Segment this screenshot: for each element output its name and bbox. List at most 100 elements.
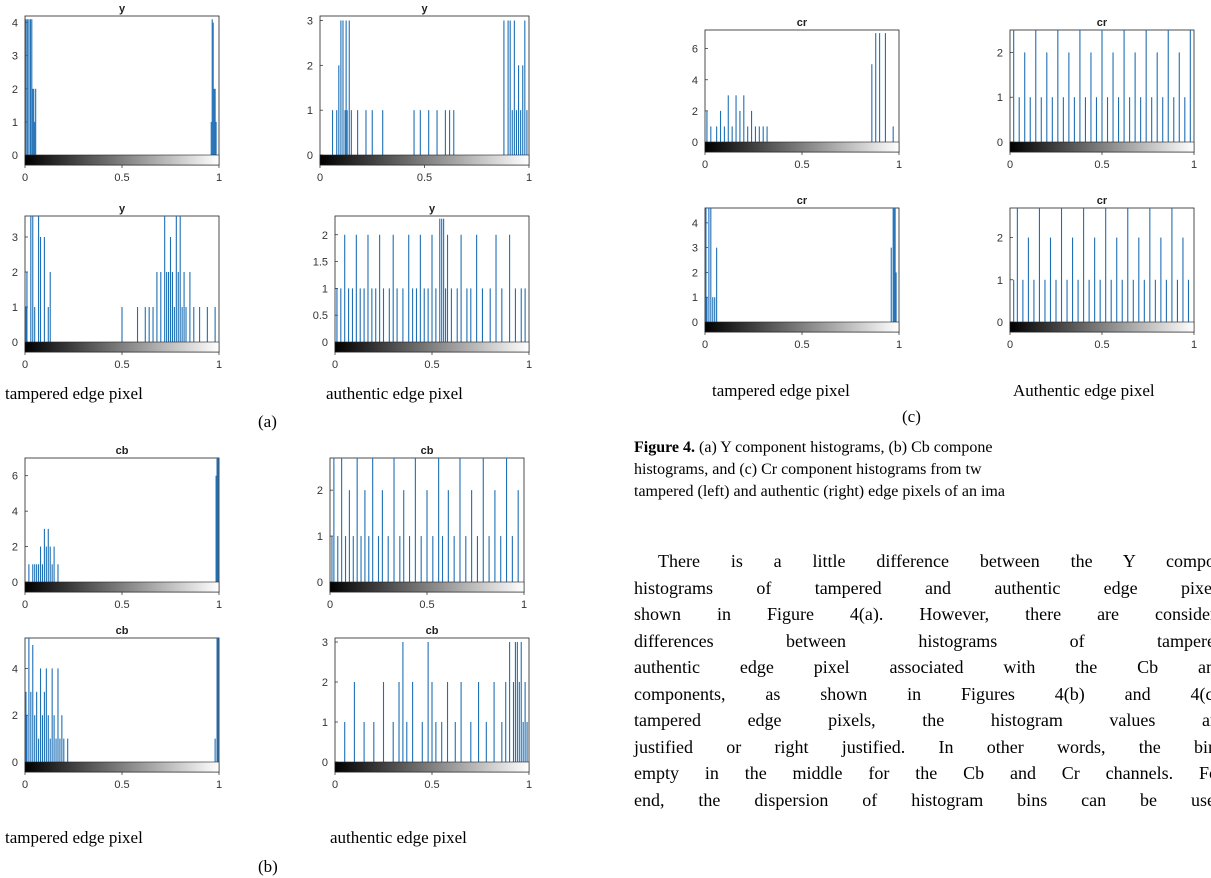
figure-caption-line: tampered (left) and authentic (right) ed… — [634, 481, 1211, 503]
histogram-svg: y 0 1 2 3 0 0.5 1 — [12, 203, 222, 371]
colorbar — [24, 154, 220, 166]
histogram-cb-tampered-1: cb 0 2 4 6 0 0.5 1 — [0, 442, 225, 622]
caption-a-left: tampered edge pixel — [5, 384, 143, 403]
colorbar — [704, 141, 900, 153]
x-tick-label: 0.5 — [114, 172, 129, 184]
colorbar — [24, 581, 220, 593]
x-tick-label: 1 — [526, 779, 532, 791]
y-tick-label: 4 — [12, 663, 18, 675]
caption-a-right: authentic edge pixel — [326, 384, 463, 403]
x-tick-label: 0 — [317, 172, 323, 184]
x-tick-label: 0.5 — [1094, 159, 1109, 171]
colorbar — [1009, 321, 1195, 333]
x-tick-label: 1 — [526, 359, 532, 371]
colorbar — [319, 154, 530, 166]
x-tick-label: 1 — [216, 172, 222, 184]
x-tick-label: 1 — [896, 339, 902, 351]
y-tick-label: 3 — [12, 232, 18, 244]
plot-title: cr — [1097, 195, 1108, 207]
y-tick-label: 0 — [322, 337, 328, 349]
y-tick-label: 2 — [12, 542, 18, 554]
y-tick-label: 2 — [997, 47, 1003, 59]
histogram-svg: y 0 0.5 1 1.5 2 0 0.5 1 — [313, 203, 532, 371]
body-line: end, the dispersion of histogram bins ca… — [634, 789, 1211, 810]
caption-c-right: Authentic edge pixel — [1013, 381, 1155, 400]
panel-label-a: (a) — [258, 412, 277, 431]
histogram-svg: cb 0 1 2 0 0.5 1 — [317, 445, 527, 611]
y-tick-label: 0 — [12, 150, 18, 162]
y-tick-label: 1 — [997, 275, 1003, 287]
y-tick-label: 1 — [317, 531, 323, 543]
body-paragraph: There is a little difference between the… — [634, 548, 1211, 813]
histogram-cb-authentic-1: cb 0 1 2 0 0.5 1 — [305, 442, 530, 622]
body-line: shown in Figure 4(a). However, there are… — [634, 604, 1211, 624]
x-tick-label: 0 — [22, 779, 28, 791]
body-line: histograms of tampered and authentic edg… — [634, 577, 1211, 598]
x-tick-label: 0.5 — [417, 172, 432, 184]
figure-caption: Figure 4. (a) Y component histograms, (b… — [634, 437, 1211, 503]
x-tick-label: 1 — [521, 599, 527, 611]
colorbar — [24, 341, 220, 353]
x-tick-label: 1 — [896, 159, 902, 171]
histogram-svg: y 0 1 2 3 0 0.5 1 — [307, 3, 532, 184]
panel-label-b: (b) — [258, 857, 278, 876]
y-tick-label: 2 — [317, 485, 323, 497]
x-tick-label: 1 — [1191, 159, 1197, 171]
figure-caption-text: tampered (left) and authentic (right) ed… — [634, 483, 1005, 500]
panel-label-c: (c) — [902, 407, 921, 426]
histogram-svg: cb 0 2 4 0 0.5 1 — [12, 625, 222, 791]
plot-title: cb — [421, 445, 434, 457]
y-tick-label: 0 — [12, 757, 18, 769]
y-tick-label: 0 — [322, 757, 328, 769]
y-tick-label: 1 — [997, 92, 1003, 104]
x-tick-label: 0.5 — [114, 779, 129, 791]
plot-frame — [24, 457, 220, 593]
body-line: tampered edge pixels, the histogram valu… — [634, 710, 1211, 730]
x-tick-label: 0.5 — [794, 159, 809, 171]
figure-caption-line: Figure 4. (a) Y component histograms, (b… — [634, 437, 1211, 459]
y-tick-label: 2 — [997, 233, 1003, 245]
y-tick-label: 2 — [12, 267, 18, 279]
x-tick-label: 0 — [1007, 339, 1013, 351]
plot-frame — [704, 207, 900, 333]
y-tick-label: 2 — [12, 710, 18, 722]
colorbar — [334, 341, 530, 353]
y-tick-label: 3 — [12, 51, 18, 63]
y-tick-label: 2 — [692, 267, 698, 279]
colorbar — [24, 761, 220, 773]
y-tick-label: 1 — [12, 117, 18, 129]
histogram-cr-authentic-1: cr 0 1 2 0 0.5 1 — [985, 14, 1200, 182]
y-tick-label: 4 — [692, 75, 698, 87]
y-tick-label: 2 — [12, 84, 18, 96]
colorbar — [1009, 141, 1195, 153]
plot-frame — [319, 15, 530, 166]
histogram-cr-tampered-2: cr 0 1 2 3 4 0 0.5 1 — [680, 192, 905, 362]
plot-frame — [1009, 207, 1195, 333]
x-tick-label: 0 — [332, 779, 338, 791]
figure-caption-text: histograms, and (c) Cr component histogr… — [634, 461, 982, 478]
y-tick-label: 2 — [307, 60, 313, 72]
y-tick-label: 6 — [692, 44, 698, 56]
y-tick-label: 6 — [12, 471, 18, 483]
x-tick-label: 1 — [216, 779, 222, 791]
histogram-svg: y 0 1 2 3 4 0 0.5 1 — [12, 3, 222, 184]
x-tick-label: 1 — [1191, 339, 1197, 351]
plot-frame — [704, 29, 900, 153]
x-tick-label: 0.5 — [419, 599, 434, 611]
histogram-svg: cr 0 1 2 0 0.5 1 — [997, 195, 1197, 351]
y-tick-label: 2 — [692, 106, 698, 118]
y-tick-label: 0 — [997, 317, 1003, 329]
y-tick-label: 3 — [322, 637, 328, 649]
y-tick-label: 0 — [317, 577, 323, 589]
x-tick-label: 0 — [22, 359, 28, 371]
y-tick-label: 1 — [307, 105, 313, 117]
y-tick-label: 4 — [692, 218, 698, 230]
histogram-y-tampered-1: y 0 1 2 3 4 0 0.5 1 — [0, 0, 225, 195]
caption-b-right: authentic edge pixel — [330, 828, 467, 847]
y-tick-label: 4 — [12, 18, 18, 30]
y-tick-label: 3 — [307, 15, 313, 27]
y-tick-label: 0 — [12, 337, 18, 349]
histogram-svg: cb 0 2 4 6 0 0.5 1 — [12, 445, 222, 611]
histogram-svg: cr 0 1 2 3 4 0 0.5 1 — [692, 195, 902, 351]
y-tick-label: 1.5 — [313, 257, 328, 269]
